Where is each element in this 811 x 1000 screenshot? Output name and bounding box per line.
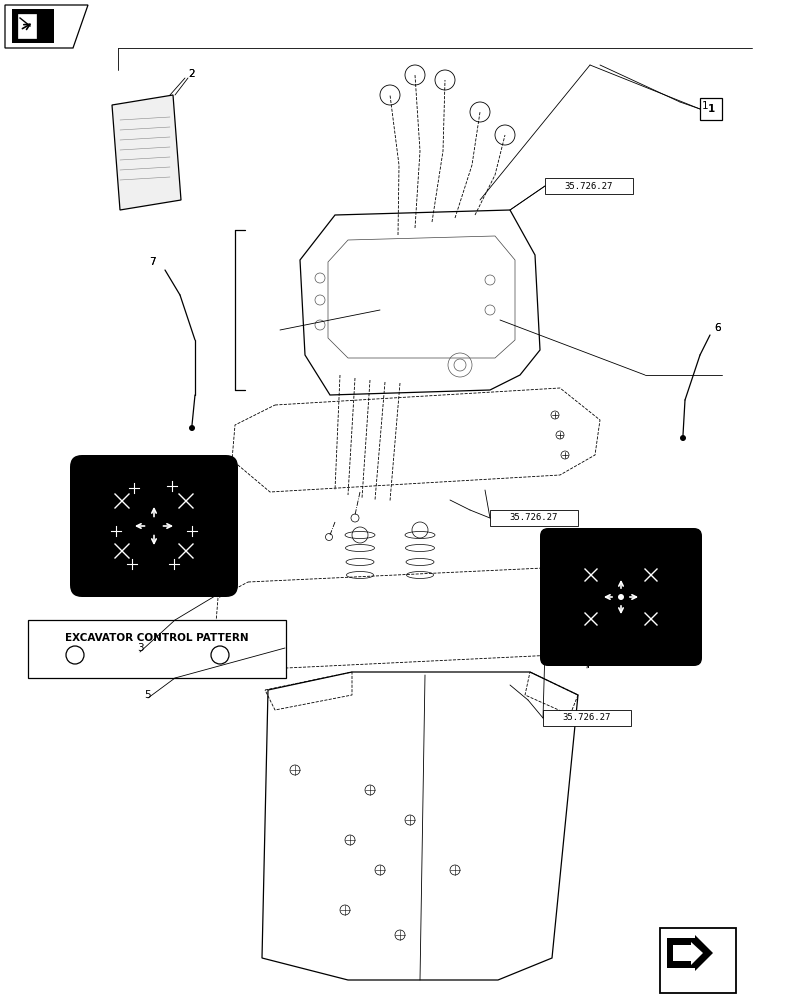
Text: 7: 7 (148, 257, 155, 267)
Bar (544, 178, 633, 194)
Bar (12, 9, 54, 43)
FancyBboxPatch shape (539, 528, 702, 666)
Bar (699, 98, 721, 120)
Polygon shape (672, 942, 702, 965)
Bar (28, 620, 285, 678)
Circle shape (679, 435, 685, 441)
Polygon shape (5, 5, 88, 48)
Bar (543, 710, 630, 726)
Text: 3: 3 (136, 643, 143, 653)
Text: 35.726.27: 35.726.27 (562, 713, 611, 722)
Polygon shape (666, 935, 712, 971)
Circle shape (189, 425, 195, 431)
Bar (659, 928, 735, 993)
Text: 2: 2 (188, 69, 195, 79)
Circle shape (617, 594, 623, 600)
Text: 1: 1 (701, 101, 707, 111)
Polygon shape (18, 14, 36, 38)
Text: 35.726.27: 35.726.27 (509, 514, 557, 522)
Text: 6: 6 (714, 323, 720, 333)
Text: 6: 6 (714, 323, 720, 333)
Polygon shape (112, 95, 181, 210)
Text: 35.726.27: 35.726.27 (564, 182, 612, 191)
Text: 1: 1 (706, 104, 714, 114)
Text: 5: 5 (144, 690, 151, 700)
FancyBboxPatch shape (70, 455, 238, 597)
Text: 7: 7 (148, 257, 155, 267)
Text: EXCAVATOR CONTROL PATTERN: EXCAVATOR CONTROL PATTERN (65, 633, 248, 643)
Text: 2: 2 (188, 69, 195, 79)
Text: 4: 4 (583, 660, 590, 670)
Bar (489, 510, 577, 526)
